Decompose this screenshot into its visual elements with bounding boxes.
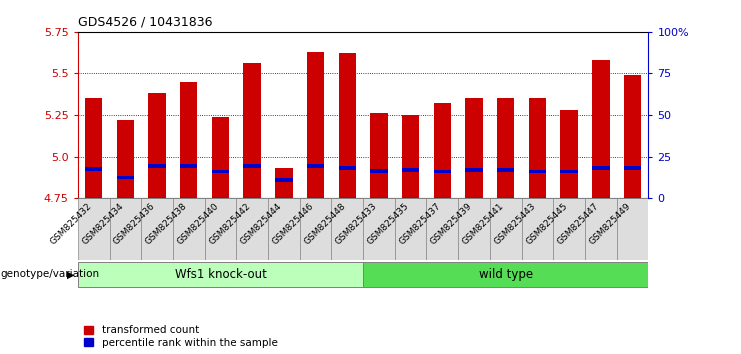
Text: GSM825439: GSM825439 [429, 201, 474, 246]
Bar [307, 52, 325, 198]
Text: Wfs1 knock-out: Wfs1 knock-out [175, 268, 266, 281]
Bar [148, 93, 166, 198]
Bar [85, 98, 102, 198]
Text: GSM825441: GSM825441 [461, 201, 505, 246]
Bar [180, 164, 197, 168]
Bar [624, 166, 641, 170]
Bar [212, 117, 229, 198]
Bar [363, 262, 648, 287]
Text: ▶: ▶ [67, 269, 74, 279]
Bar [299, 198, 331, 260]
Legend: transformed count, percentile rank within the sample: transformed count, percentile rank withi… [83, 324, 279, 349]
Bar [465, 98, 482, 198]
Bar [110, 198, 142, 260]
Text: GSM825432: GSM825432 [49, 201, 93, 246]
Bar [458, 198, 490, 260]
Text: GDS4526 / 10431836: GDS4526 / 10431836 [78, 16, 213, 29]
Bar [624, 75, 641, 198]
Bar [244, 164, 261, 168]
Bar [560, 110, 578, 198]
Bar [244, 63, 261, 198]
Bar [236, 198, 268, 260]
Bar [142, 198, 173, 260]
Bar [331, 198, 363, 260]
Text: GSM825449: GSM825449 [588, 201, 633, 246]
Bar [116, 176, 134, 179]
Bar [205, 198, 236, 260]
Bar [395, 198, 427, 260]
Text: GSM825438: GSM825438 [144, 201, 189, 246]
Bar [529, 170, 546, 173]
Text: GSM825447: GSM825447 [556, 201, 601, 246]
Bar [268, 198, 299, 260]
Bar [275, 168, 293, 198]
Bar [522, 198, 554, 260]
Text: GSM825437: GSM825437 [397, 201, 442, 246]
Text: GSM825433: GSM825433 [334, 201, 379, 246]
Text: GSM825448: GSM825448 [302, 201, 348, 246]
Text: GSM825443: GSM825443 [493, 201, 537, 246]
Bar [497, 98, 514, 198]
Text: GSM825436: GSM825436 [112, 201, 157, 246]
Bar [497, 168, 514, 172]
Bar [363, 198, 395, 260]
Bar [433, 103, 451, 198]
Bar [212, 170, 229, 173]
Bar [78, 262, 363, 287]
Bar [85, 167, 102, 171]
Text: GSM825445: GSM825445 [524, 201, 569, 246]
Bar [554, 198, 585, 260]
Text: genotype/variation: genotype/variation [1, 269, 100, 279]
Bar [427, 198, 458, 260]
Bar [173, 198, 205, 260]
Bar [339, 166, 356, 170]
Text: GSM825444: GSM825444 [239, 201, 284, 246]
Bar [78, 198, 110, 260]
Bar [592, 60, 610, 198]
Bar [433, 170, 451, 173]
Bar [339, 53, 356, 198]
Text: GSM825435: GSM825435 [365, 201, 411, 246]
Bar [617, 198, 648, 260]
Bar [180, 82, 197, 198]
Text: GSM825446: GSM825446 [270, 201, 316, 246]
Bar [402, 115, 419, 198]
Bar [370, 113, 388, 198]
Bar [370, 169, 388, 173]
Bar [116, 120, 134, 198]
Bar [275, 178, 293, 182]
Bar [402, 168, 419, 172]
Bar [307, 164, 325, 168]
Text: GSM825442: GSM825442 [207, 201, 252, 246]
Bar [529, 98, 546, 198]
Bar [585, 198, 617, 260]
Bar [592, 166, 610, 170]
Text: GSM825440: GSM825440 [176, 201, 221, 246]
Bar [490, 198, 522, 260]
Text: wild type: wild type [479, 268, 533, 281]
Bar [148, 164, 166, 168]
Bar [465, 168, 482, 172]
Text: GSM825434: GSM825434 [80, 201, 125, 246]
Bar [560, 170, 578, 173]
